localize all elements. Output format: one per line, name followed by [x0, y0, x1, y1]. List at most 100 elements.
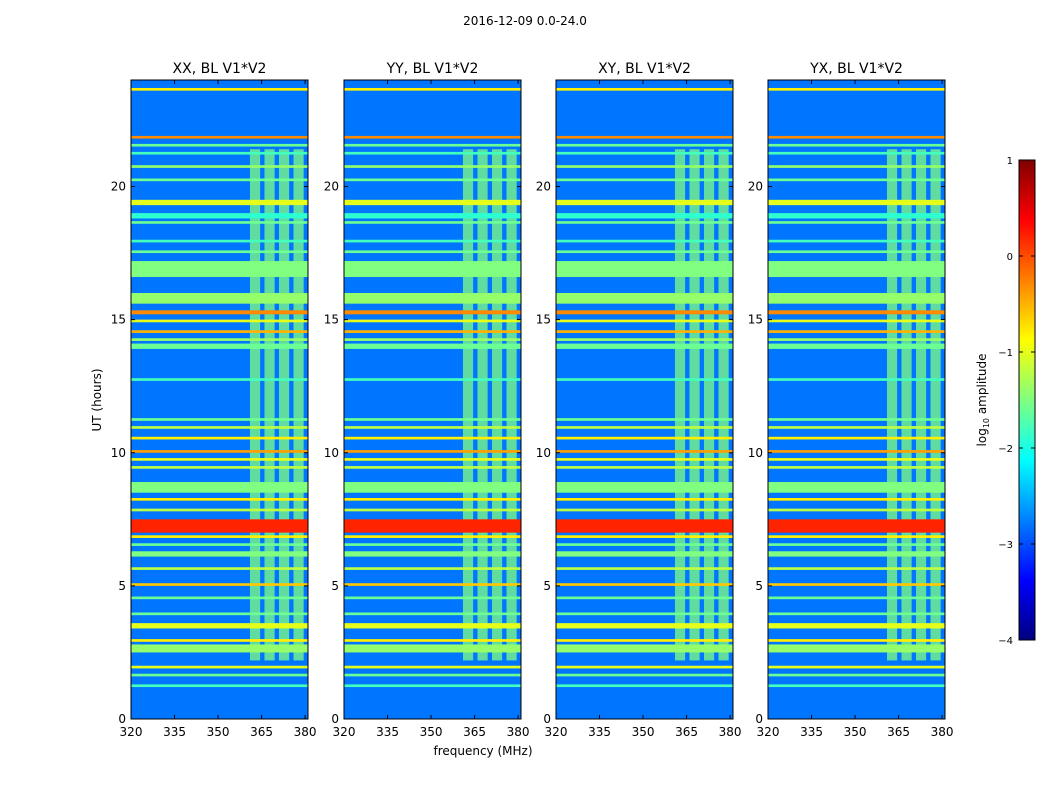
time-band	[768, 543, 945, 546]
time-band	[556, 623, 733, 629]
time-band	[556, 418, 733, 421]
time-band	[556, 338, 733, 341]
time-band	[768, 426, 945, 429]
time-band	[344, 378, 521, 381]
y-tick-label: 15	[536, 313, 551, 327]
time-band	[768, 178, 945, 182]
time-band	[556, 543, 733, 546]
x-tick-label: 365	[675, 725, 698, 739]
time-band	[556, 151, 733, 155]
time-band	[768, 508, 945, 512]
panel-frame	[767, 79, 946, 720]
time-band	[768, 519, 945, 533]
y-tick-label: 10	[111, 446, 126, 460]
time-band	[344, 221, 521, 224]
time-band	[344, 250, 521, 254]
time-band	[556, 551, 733, 557]
rfi-channel-block	[491, 149, 503, 661]
time-band	[768, 612, 945, 616]
time-band	[556, 221, 733, 224]
time-band	[131, 508, 308, 512]
time-band	[344, 436, 521, 440]
time-band	[131, 450, 308, 453]
time-band	[344, 519, 521, 533]
time-band	[768, 310, 945, 315]
time-band	[344, 498, 521, 501]
time-band	[131, 338, 308, 341]
time-band	[344, 338, 521, 341]
time-band	[556, 567, 733, 570]
rfi-channel-block	[249, 149, 261, 661]
time-band	[556, 684, 733, 688]
time-band	[768, 644, 945, 653]
time-band	[131, 426, 308, 429]
time-band	[131, 378, 308, 381]
time-band	[556, 310, 733, 315]
rfi-channel-block	[674, 149, 686, 661]
time-band	[131, 466, 308, 469]
time-band	[131, 239, 308, 243]
time-band	[768, 684, 945, 688]
time-band	[344, 319, 521, 323]
time-band	[131, 199, 308, 206]
time-band	[131, 498, 308, 501]
time-band	[556, 135, 733, 139]
x-tick-label: 335	[376, 725, 399, 739]
y-tick-label: 5	[755, 579, 763, 593]
time-band	[556, 673, 733, 677]
time-band	[768, 418, 945, 421]
time-band	[131, 583, 308, 586]
time-band	[131, 319, 308, 323]
time-band	[131, 639, 308, 642]
x-tick-label: 365	[887, 725, 910, 739]
time-band	[131, 343, 308, 349]
time-band	[131, 673, 308, 677]
time-band	[131, 178, 308, 182]
time-band	[131, 250, 308, 254]
colorbar-label: log10 amplitude	[975, 354, 991, 447]
rfi-channel-block	[293, 149, 304, 661]
time-band	[768, 567, 945, 570]
x-tick-label: 320	[333, 725, 356, 739]
time-band	[131, 567, 308, 570]
x-tick-label: 350	[207, 725, 230, 739]
rfi-channel-block	[506, 149, 517, 661]
y-tick-label: 10	[536, 446, 551, 460]
rfi-channel-block	[930, 149, 941, 661]
time-band	[344, 418, 521, 421]
time-band	[344, 165, 521, 168]
x-tick-label: 380	[931, 725, 954, 739]
x-axis-label: frequency (MHz)	[433, 744, 532, 758]
x-tick-label: 380	[719, 725, 742, 739]
time-band	[344, 293, 521, 304]
time-band	[131, 623, 308, 629]
x-tick-label: 365	[250, 725, 273, 739]
time-band	[768, 213, 945, 219]
time-band	[768, 458, 945, 461]
time-band	[131, 551, 308, 557]
y-tick-label: 0	[755, 712, 763, 726]
time-band	[556, 482, 733, 493]
y-tick-label: 15	[111, 313, 126, 327]
y-tick-label: 0	[118, 712, 126, 726]
time-band	[344, 343, 521, 349]
time-band	[768, 673, 945, 677]
time-band	[131, 612, 308, 616]
time-band	[768, 596, 945, 600]
time-band	[344, 426, 521, 429]
x-tick-label: 335	[163, 725, 186, 739]
rfi-channel-block	[886, 149, 898, 661]
time-band	[768, 239, 945, 243]
y-tick-label: 20	[324, 180, 339, 194]
time-band	[131, 221, 308, 224]
y-tick-label: 5	[118, 579, 126, 593]
time-band	[768, 319, 945, 323]
rfi-channel-block	[901, 149, 912, 661]
time-band	[556, 213, 733, 219]
time-band	[344, 482, 521, 493]
time-band	[556, 293, 733, 304]
rfi-channel-block	[689, 149, 700, 661]
time-band	[556, 165, 733, 168]
y-tick-label: 0	[331, 712, 339, 726]
